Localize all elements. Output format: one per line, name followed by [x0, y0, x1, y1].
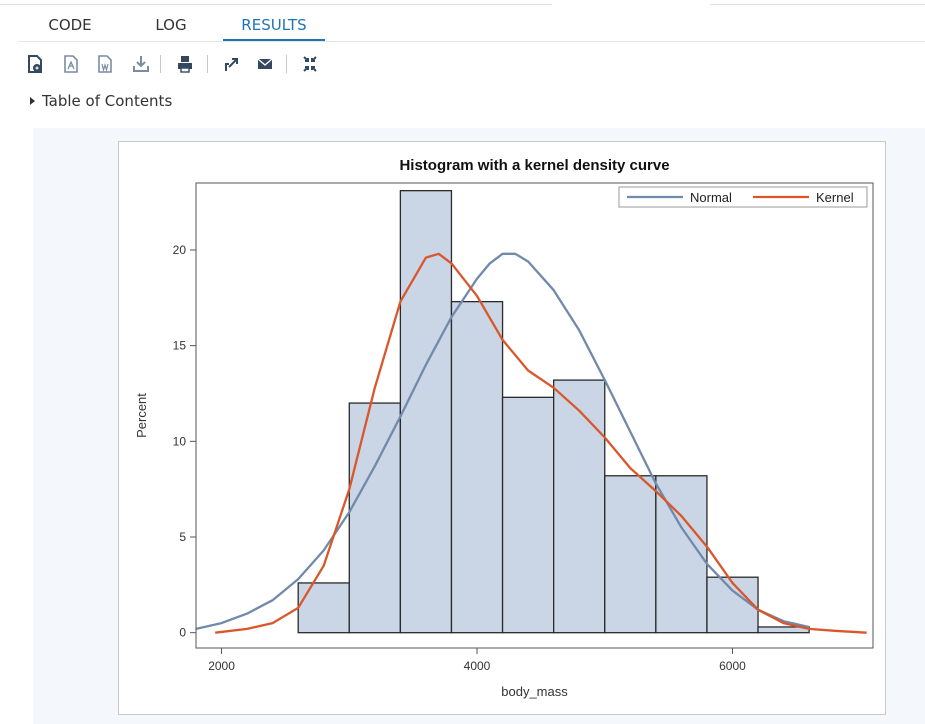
tab-log[interactable]: LOG	[155, 16, 187, 34]
y-tick-label: 5	[179, 530, 186, 544]
email-icon[interactable]	[254, 52, 276, 76]
pdf-download-icon[interactable]	[60, 52, 82, 76]
y-axis-label: Percent	[134, 393, 149, 438]
rtf-download-icon[interactable]	[94, 52, 116, 76]
y-tick-label: 10	[173, 434, 187, 448]
x-tick-label: 6000	[719, 659, 746, 673]
histogram-bar	[553, 379, 606, 634]
open-new-window-icon[interactable]	[220, 52, 242, 76]
histogram-bar	[399, 190, 453, 634]
results-toolbar	[24, 52, 344, 78]
histogram-bar	[604, 475, 657, 634]
chart-title: Histogram with a kernel density curve	[399, 157, 669, 174]
kernel-density-curve	[215, 252, 867, 634]
histogram-bar	[348, 402, 402, 634]
expand-triangle-icon	[30, 96, 35, 105]
histogram-bar	[450, 300, 504, 634]
legend-box	[618, 186, 868, 208]
table-of-contents-toggle[interactable]: Table of Contents	[30, 90, 172, 112]
download-icon[interactable]	[130, 52, 152, 76]
legend-kernel-label: Kernel	[816, 190, 854, 205]
y-tick-label: 15	[173, 339, 187, 353]
legend-normal-label: Normal	[690, 190, 732, 205]
print-icon[interactable]	[174, 52, 196, 76]
histogram-chart: Histogram with a kernel density curve 0 5 1…	[134, 157, 874, 699]
plot-area-border	[195, 182, 874, 649]
histogram-bar	[297, 582, 350, 634]
tab-code[interactable]: CODE	[48, 16, 92, 34]
x-tick-label: 4000	[464, 659, 491, 673]
toolbar-separator	[207, 55, 208, 73]
toolbar-separator	[160, 55, 161, 73]
y-tick-label: 0	[179, 626, 186, 640]
html-report-icon[interactable]	[24, 52, 46, 76]
toc-label: Table of Contents	[42, 92, 173, 110]
x-tick-label: 2000	[208, 659, 235, 673]
histogram-bar	[501, 396, 555, 634]
toolbar-separator	[286, 55, 287, 73]
collapse-icon[interactable]	[299, 52, 321, 76]
histogram-bar	[655, 475, 708, 634]
y-tick-label: 20	[173, 243, 187, 257]
chart-container: Histogram with a kernel density curve 0 5 1…	[118, 141, 886, 715]
tab-results[interactable]: RESULTS	[223, 8, 325, 41]
x-axis-label: body_mass	[501, 684, 568, 699]
top-strip	[0, 0, 925, 5]
histogram-bar	[706, 576, 759, 634]
tab-bar: CODE LOG RESULTS	[18, 8, 925, 42]
normal-density-curve	[195, 252, 810, 631]
